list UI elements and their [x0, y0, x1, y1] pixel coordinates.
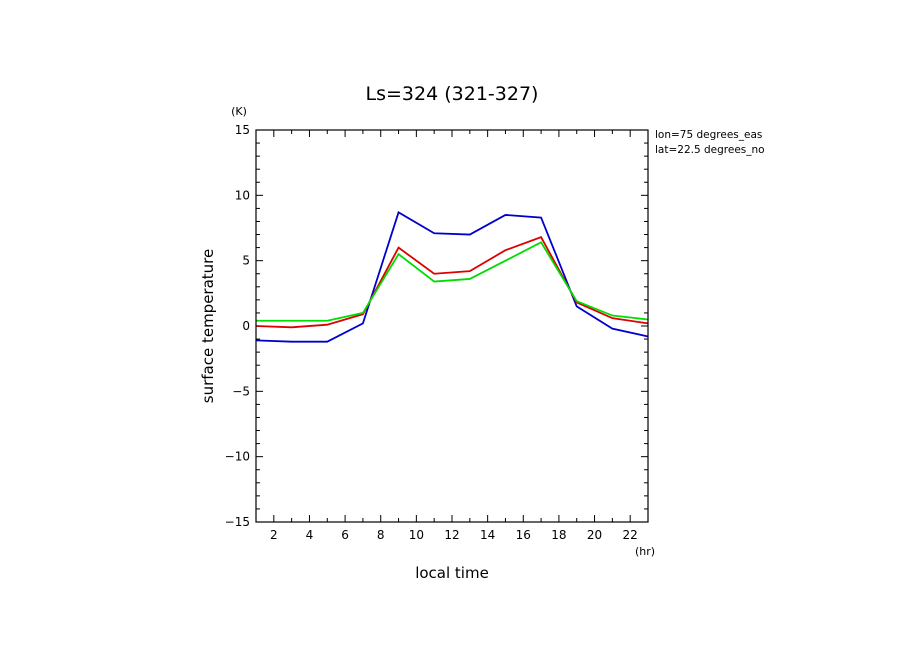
annotation-lat: lat=22.5 degrees_no [655, 144, 765, 156]
x-tick-label: 22 [623, 528, 638, 542]
y-unit-label: (K) [231, 105, 247, 118]
y-axis-label: surface temperature [199, 249, 217, 404]
series-line-2 [256, 241, 649, 322]
x-tick-label: 20 [587, 528, 602, 542]
x-tick-label: 14 [480, 528, 495, 542]
x-unit-label: (hr) [635, 545, 655, 558]
x-tick-label: 10 [409, 528, 424, 542]
x-tick-label: 18 [551, 528, 566, 542]
y-tick-label: −5 [232, 384, 250, 398]
y-tick-label: −10 [225, 450, 250, 464]
x-tick-label: 2 [270, 528, 278, 542]
x-tick-label: 8 [377, 528, 385, 542]
x-tick-label: 4 [306, 528, 314, 542]
y-tick-label: 10 [235, 188, 250, 202]
y-tick-label: −15 [225, 515, 250, 529]
plot-frame [255, 129, 649, 523]
y-tick-label: 5 [242, 254, 250, 268]
y-tick-label: 15 [235, 123, 250, 137]
annotation-lon: lon=75 degrees_eas [655, 129, 762, 141]
chart-title: Ls=324 (321-327) [366, 83, 539, 105]
series-line-0 [255, 210, 649, 343]
y-tick-label: 0 [242, 319, 250, 333]
x-tick-label: 16 [516, 528, 531, 542]
x-tick-label: 6 [341, 528, 349, 542]
x-axis-label: local time [415, 564, 489, 582]
x-tick-label: 12 [444, 528, 459, 542]
series-line-1 [255, 236, 649, 329]
